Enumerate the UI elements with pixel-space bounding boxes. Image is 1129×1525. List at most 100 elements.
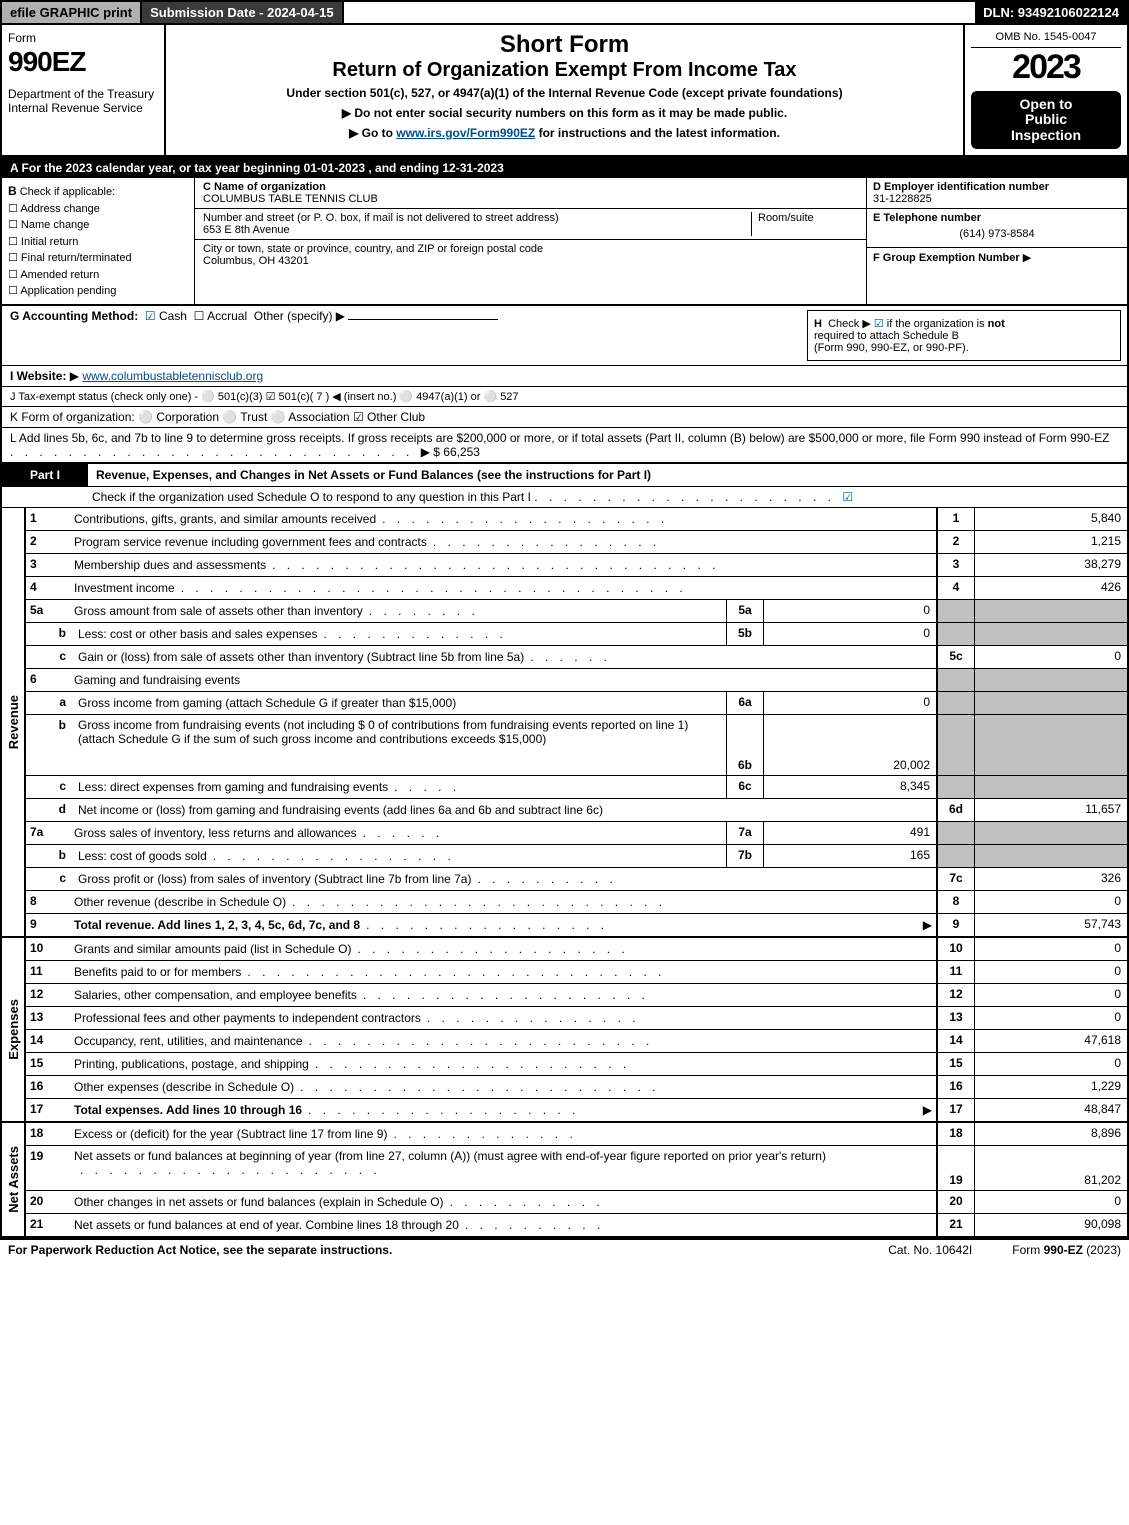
l13-text: Professional fees and other payments to … (74, 1011, 421, 1025)
l3-rval: 38,279 (974, 554, 1127, 576)
chk-h[interactable] (874, 318, 887, 330)
l16-text: Other expenses (describe in Schedule O) (74, 1080, 294, 1094)
line-5b: b Less: cost or other basis and sales ex… (26, 623, 1127, 646)
l17-rnum: 17 (936, 1099, 974, 1121)
lbl-cash: Cash (159, 309, 187, 323)
footer-notice: For Paperwork Reduction Act Notice, see … (8, 1243, 848, 1257)
line-6a: a Gross income from gaming (attach Sched… (26, 692, 1127, 715)
revenue-tab-label: Revenue (6, 695, 21, 749)
l5b-num: b (26, 623, 74, 645)
l2-rnum: 2 (936, 531, 974, 553)
chk-schedule-o[interactable] (842, 490, 853, 504)
pill-line2: Public (973, 112, 1119, 127)
chk-application-pending[interactable] (8, 285, 20, 297)
lbl-address-change: Address change (20, 203, 100, 215)
street-label: Number and street (or P. O. box, if mail… (203, 212, 559, 224)
l7c-text: Gross profit or (loss) from sales of inv… (78, 872, 471, 886)
revenue-tab: Revenue (2, 508, 26, 936)
subtitle: Under section 501(c), 527, or 4947(a)(1)… (172, 86, 957, 100)
l11-num: 11 (26, 961, 70, 983)
chk-cash[interactable] (145, 309, 159, 323)
lbl-amended-return: Amended return (20, 269, 99, 281)
page-footer: For Paperwork Reduction Act Notice, see … (0, 1240, 1129, 1260)
l6c-text: Less: direct expenses from gaming and fu… (78, 780, 388, 794)
h-text3: required to attach Schedule B (814, 330, 959, 342)
netassets-tab-label: Net Assets (6, 1146, 21, 1213)
l6d-rnum: 6d (936, 799, 974, 821)
footer-cat-no: Cat. No. 10642I (848, 1243, 1012, 1257)
lbl-application-pending: Application pending (20, 285, 116, 297)
chk-address-change[interactable] (8, 203, 20, 215)
ein-row: D Employer identification number 31-1228… (867, 178, 1127, 209)
netassets-section: Net Assets 18 Excess or (deficit) for th… (2, 1123, 1127, 1238)
chk-amended-return[interactable] (8, 269, 20, 281)
city-label: City or town, state or province, country… (203, 243, 543, 255)
l-value: $ 66,253 (433, 445, 480, 459)
bullet-2: ▶ Go to www.irs.gov/Form990EZ for instru… (172, 126, 957, 140)
l11-rval: 0 (974, 961, 1127, 983)
l6b-rnum-grey (936, 715, 974, 775)
col-b: B Check if applicable: Address change Na… (2, 178, 195, 304)
l20-rnum: 20 (936, 1191, 974, 1213)
line-11: 11 Benefits paid to or for members. . . … (26, 961, 1127, 984)
revenue-lines: 1 Contributions, gifts, grants, and simi… (26, 508, 1127, 936)
l5b-text: Less: cost or other basis and sales expe… (78, 627, 317, 641)
part-1-header: Part I Revenue, Expenses, and Changes in… (2, 464, 1127, 487)
footer-form-ref: Form 990-EZ (2023) (1012, 1243, 1121, 1257)
line-4: 4 Investment income. . . . . . . . . . .… (26, 577, 1127, 600)
lbl-accrual: Accrual (207, 309, 247, 323)
l9-rnum: 9 (936, 914, 974, 936)
omb-number: OMB No. 1545-0047 (971, 31, 1121, 48)
room-label: Room/suite (758, 212, 814, 224)
part-1-title: Revenue, Expenses, and Changes in Net As… (88, 465, 1127, 485)
l13-rval: 0 (974, 1007, 1127, 1029)
line-6b: b Gross income from fundraising events (… (26, 715, 1127, 776)
l10-rval: 0 (974, 938, 1127, 960)
l18-rnum: 18 (936, 1123, 974, 1145)
l7b-rval-grey (974, 845, 1127, 867)
irs-link[interactable]: www.irs.gov/Form990EZ (396, 126, 535, 140)
l5a-mnum: 5a (726, 600, 763, 622)
website-link[interactable]: www.columbustabletennisclub.org (82, 369, 263, 383)
l19-text: Net assets or fund balances at beginning… (74, 1149, 826, 1163)
city-value: Columbus, OH 43201 (203, 255, 309, 267)
footer-form-pre: Form (1012, 1243, 1043, 1257)
l6c-num: c (26, 776, 74, 798)
pill-line3: Inspection (973, 128, 1119, 143)
line-5a: 5a Gross amount from sale of assets othe… (26, 600, 1127, 623)
line-j: J Tax-exempt status (check only one) - ⚪… (2, 387, 1127, 407)
line-gh: G Accounting Method: Cash Accrual Other … (2, 306, 1127, 366)
line-2: 2 Program service revenue including gove… (26, 531, 1127, 554)
l6b-mval: 20,002 (763, 715, 936, 775)
l7c-rnum: 7c (936, 868, 974, 890)
l18-text: Excess or (deficit) for the year (Subtra… (74, 1127, 387, 1141)
l2-text: Program service revenue including govern… (74, 535, 427, 549)
l20-num: 20 (26, 1191, 70, 1213)
l9-num: 9 (26, 914, 70, 936)
chk-final-return[interactable] (8, 252, 21, 264)
l21-rnum: 21 (936, 1214, 974, 1236)
chk-name-change[interactable] (8, 219, 21, 231)
l8-rval: 0 (974, 891, 1127, 913)
chk-initial-return[interactable] (8, 236, 21, 248)
efile-print-button[interactable]: efile GRAPHIC print (2, 2, 142, 23)
l7b-mval: 165 (763, 845, 936, 867)
l21-num: 21 (26, 1214, 70, 1236)
expenses-section: Expenses 10 Grants and similar amounts p… (2, 938, 1127, 1123)
l6c-mval: 8,345 (763, 776, 936, 798)
other-specify-field[interactable] (348, 319, 498, 320)
l7a-rval-grey (974, 822, 1127, 844)
open-to-public-pill: Open to Public Inspection (971, 91, 1121, 149)
l12-text: Salaries, other compensation, and employ… (74, 988, 357, 1002)
ein-value: 31-1228825 (873, 193, 932, 205)
form-container: efile GRAPHIC print Submission Date - 20… (0, 0, 1129, 1240)
dept-label: Department of the Treasury Internal Reve… (8, 87, 158, 116)
l4-rnum: 4 (936, 577, 974, 599)
l12-rnum: 12 (936, 984, 974, 1006)
street-row: Number and street (or P. O. box, if mail… (195, 209, 866, 240)
city-row: City or town, state or province, country… (195, 240, 866, 304)
l6c-mnum: 6c (726, 776, 763, 798)
i-label: I Website: (10, 369, 66, 383)
l16-rnum: 16 (936, 1076, 974, 1098)
chk-accrual[interactable] (194, 309, 207, 323)
